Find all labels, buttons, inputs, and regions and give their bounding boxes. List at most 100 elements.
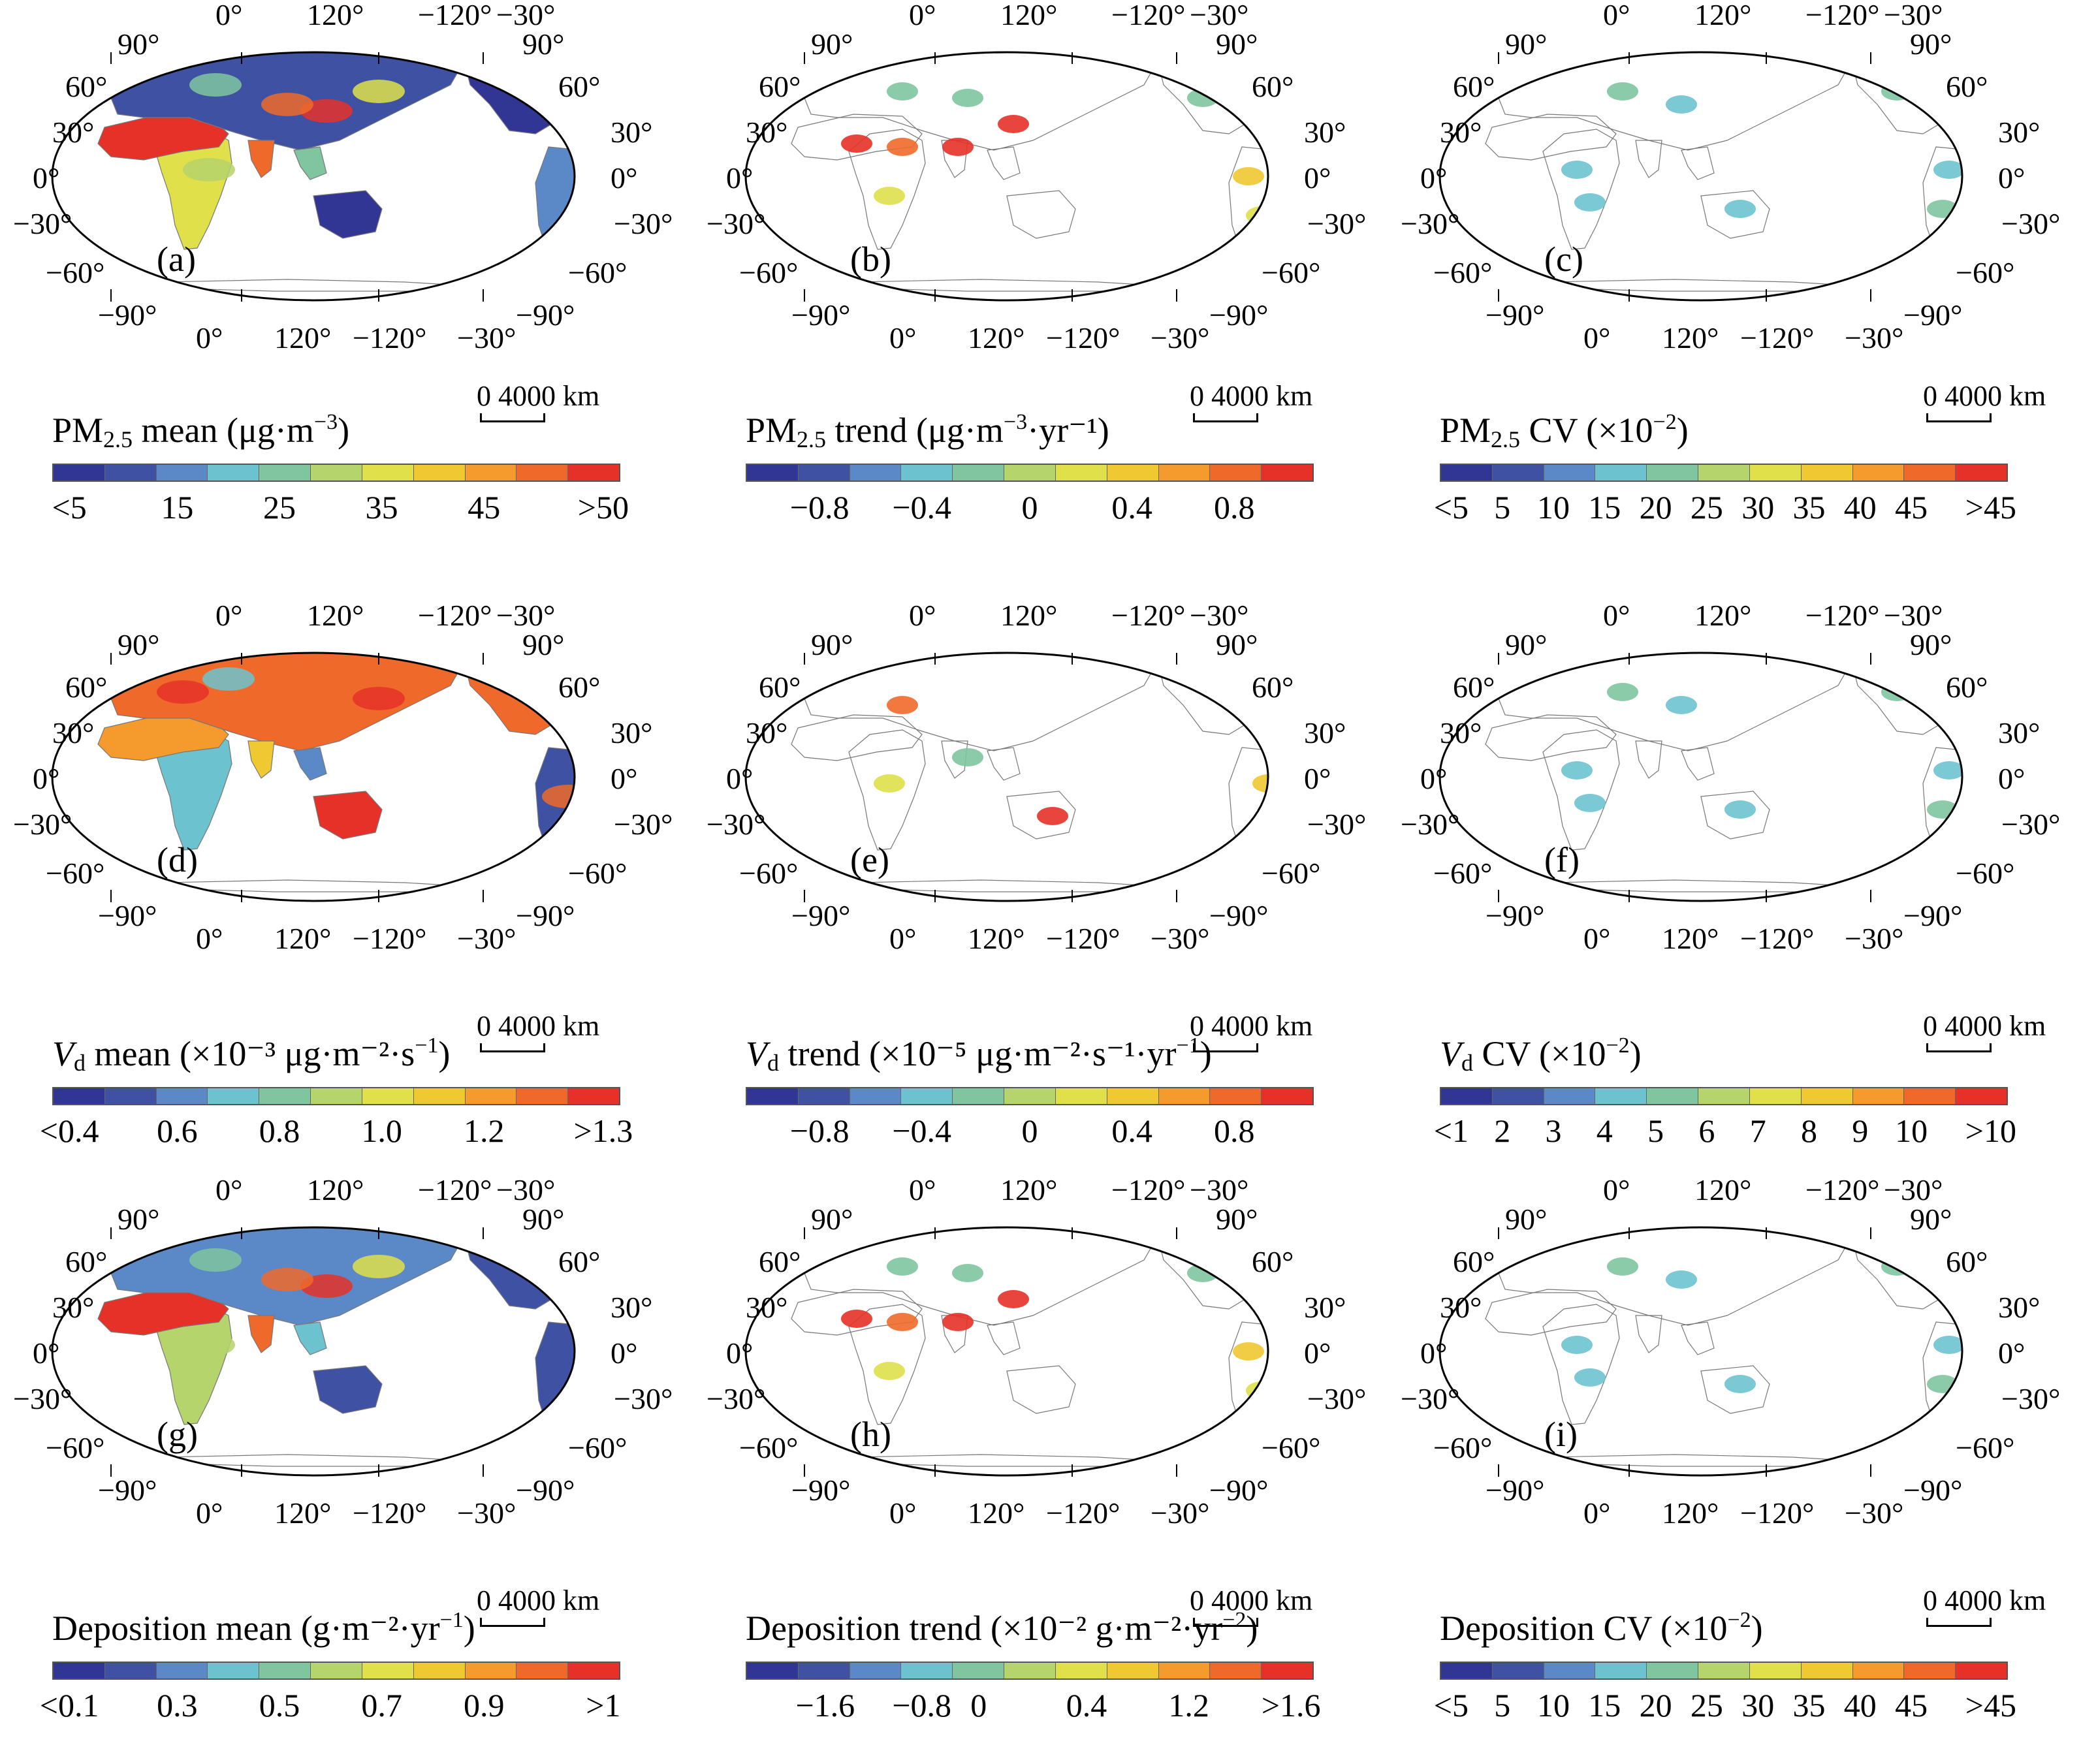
top-lon-label: 0° xyxy=(215,599,243,632)
land-seasia xyxy=(987,146,1021,180)
colorbar-swatch xyxy=(1262,1088,1312,1104)
colorbar-swatch xyxy=(1852,1663,1905,1678)
colorbar-swatch xyxy=(104,1663,157,1678)
patch xyxy=(261,1268,313,1291)
left-lat-label: 30° xyxy=(746,116,788,149)
colorbar-swatch xyxy=(465,465,517,480)
colorbar-swatch xyxy=(1055,1088,1107,1104)
scale-label: 0 4000 km xyxy=(477,1584,600,1616)
colorbar-tick-label: 0.8 xyxy=(259,1112,300,1149)
land-seasia xyxy=(293,747,327,781)
right-lat-label: 60° xyxy=(1252,670,1294,704)
left-lat-label: −30° xyxy=(13,1382,72,1415)
right-lat-label: −90° xyxy=(1209,298,1269,332)
top-lon-label: 120° xyxy=(1694,599,1752,632)
land-africa xyxy=(848,1304,926,1425)
colorbar-swatch xyxy=(901,1088,953,1104)
title-sub: d xyxy=(74,1050,86,1076)
left-lat-label: −60° xyxy=(46,256,105,289)
top-lon-label: −120° xyxy=(1805,599,1880,632)
bottom-lon-label: 120° xyxy=(274,1496,332,1530)
title-part: PM xyxy=(746,411,797,450)
land-eurasia xyxy=(804,653,1158,751)
colorbar-swatch xyxy=(1210,1088,1262,1104)
scale-label: 0 4000 km xyxy=(1190,1584,1313,1616)
top-lon-label: −120° xyxy=(1111,0,1186,31)
right-lat-label: −60° xyxy=(568,857,627,890)
colorbar-swatch xyxy=(1801,465,1853,480)
colorbar-tick-label: 1.2 xyxy=(463,1112,505,1149)
colorbar-swatch xyxy=(208,465,260,480)
land-seasia xyxy=(293,146,327,180)
right-lat-label: 30° xyxy=(1304,1291,1346,1324)
colorbar-swatch xyxy=(1647,1663,1699,1678)
left-lat-label: −30° xyxy=(1401,1382,1460,1415)
colorbar-tick-label: 0 xyxy=(970,1687,987,1724)
colorbar-swatch xyxy=(1492,1088,1544,1104)
colorbar-title: PM2.5 mean (μg·m−3) xyxy=(52,410,349,452)
colorbar-swatch xyxy=(516,1088,569,1104)
colorbar-swatch xyxy=(208,1663,260,1678)
title-part: mean (×10⁻³ μg·m⁻²·s xyxy=(86,1034,415,1073)
colorbar-tick-label: 5 xyxy=(1647,1112,1664,1149)
land-seasia xyxy=(987,1321,1021,1355)
right-lat-label: −90° xyxy=(1903,899,1963,932)
colorbar-tick-label: 10 xyxy=(1537,489,1570,526)
title-sup: −3 xyxy=(313,410,338,434)
colorbar-tick-label: −0.8 xyxy=(789,489,850,526)
colorbar xyxy=(746,1662,1314,1680)
colorbar-swatch xyxy=(747,465,799,480)
colorbar-swatch xyxy=(362,1088,414,1104)
map-h xyxy=(744,1226,1269,1477)
left-lat-label: −60° xyxy=(1433,256,1493,289)
title-part: PM xyxy=(1440,411,1491,450)
title-sup: −3 xyxy=(1003,410,1028,434)
left-lat-label: 60° xyxy=(759,70,801,103)
colorbar-swatch xyxy=(1210,1663,1262,1678)
panel-f: 0° 120° −120° −30° 0° 120° −120° −30° 90° 60° 30° 0… xyxy=(1388,601,2081,1188)
colorbar-tick-label: 0 xyxy=(1021,489,1038,526)
right-lat-label: 0° xyxy=(611,762,638,795)
colorbar-tick-label: 15 xyxy=(161,489,194,526)
colorbar-tick-label: 6 xyxy=(1698,1112,1715,1149)
left-lat-label: 0° xyxy=(33,762,60,795)
right-lat-label: 0° xyxy=(611,161,638,195)
colorbar-swatch xyxy=(465,1088,517,1104)
colorbar-ticks: −0.8 −0.4 0 0.4 0.8 xyxy=(746,1114,1314,1151)
panel-i: 0° 120° −120° −30° 0° 120° −120° −30° 90° 60° 30° 0… xyxy=(1388,1175,2081,1763)
left-lat-label: −90° xyxy=(98,899,157,932)
left-lat-label: 60° xyxy=(759,670,801,704)
right-lat-label: 0° xyxy=(611,1336,638,1370)
patch xyxy=(1561,1336,1593,1354)
colorbar-tick-label: <0.1 xyxy=(39,1687,99,1724)
colorbar-ticks: <0.4 0.6 0.8 1.0 1.2 >1.3 xyxy=(40,1112,633,1151)
colorbar-swatch xyxy=(104,465,157,480)
right-lat-label: −60° xyxy=(1956,1431,2015,1464)
bottom-lon-label: −120° xyxy=(1046,1496,1120,1530)
right-lat-label: −30° xyxy=(614,1382,673,1415)
colorbar-swatch xyxy=(1544,1088,1596,1104)
land-india xyxy=(941,740,968,779)
right-lat-label: −90° xyxy=(1209,1473,1269,1507)
top-lon-label: −120° xyxy=(418,0,492,31)
left-lat-label: 60° xyxy=(65,670,108,704)
colorbar-tick-label: 0.8 xyxy=(1213,1112,1255,1149)
title-part: V xyxy=(52,1034,74,1073)
top-lon-label: 120° xyxy=(307,599,364,632)
left-lat-label: 90° xyxy=(118,628,160,661)
top-lon-label: 0° xyxy=(215,1173,243,1206)
title-part: Deposition mean (g·m⁻²·yr xyxy=(52,1609,440,1648)
patch xyxy=(1881,82,1913,101)
right-lat-label: −60° xyxy=(568,256,627,289)
patch xyxy=(1881,1257,1913,1276)
colorbar-tick-label: 3 xyxy=(1545,1112,1562,1149)
colorbar-swatch xyxy=(1647,1088,1699,1104)
right-lat-label: −60° xyxy=(1262,857,1321,890)
colorbar-tick-label: 15 xyxy=(1588,489,1621,526)
bottom-lon-label: 0° xyxy=(889,922,917,955)
patch xyxy=(1233,1342,1264,1361)
colorbar-tick-label: 1.2 xyxy=(1168,1687,1209,1724)
right-lat-label: 30° xyxy=(1304,116,1346,149)
bottom-lon-label: −30° xyxy=(1151,1496,1210,1530)
colorbar-ticks: <5 15 25 35 45 >50 xyxy=(52,489,629,528)
